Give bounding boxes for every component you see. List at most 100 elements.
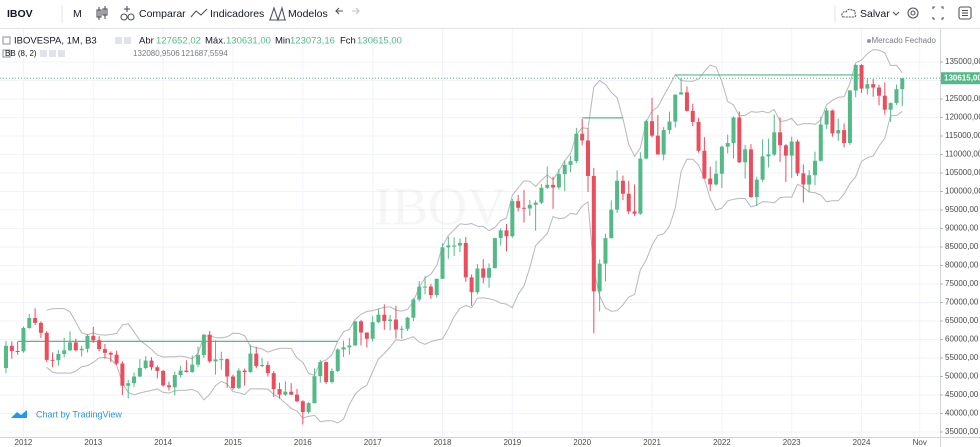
- candle-body: [62, 350, 67, 354]
- save-menu[interactable]: [892, 11, 900, 16]
- indicators-icon[interactable]: [190, 8, 208, 18]
- candle-body: [568, 161, 573, 165]
- candle-body: [696, 121, 701, 151]
- toolbar: [0, 0, 980, 28]
- candle-body: [650, 121, 655, 136]
- y-tick-label: 75000,00: [945, 279, 979, 288]
- candle-body: [760, 156, 765, 180]
- candle-body: [702, 150, 707, 179]
- chart-type-button[interactable]: [96, 6, 108, 20]
- candle-body: [865, 84, 870, 89]
- y-tick-label: 100000,00: [945, 187, 980, 196]
- candle-body: [44, 332, 49, 360]
- templates-icon[interactable]: [269, 6, 286, 22]
- candle-body: [900, 78, 905, 90]
- y-tick-label: 95000,00: [945, 205, 979, 214]
- candle-body: [789, 141, 794, 156]
- candle-body: [708, 178, 713, 185]
- candle-body: [673, 94, 678, 122]
- candle-body: [382, 314, 387, 322]
- x-tick-label: 2020: [573, 438, 591, 447]
- candle-body: [603, 238, 608, 264]
- candle-body: [766, 154, 771, 157]
- x-tick-label: 2018: [434, 438, 452, 447]
- candle-body: [411, 299, 416, 318]
- collapse-icon[interactable]: [2, 49, 11, 58]
- candle-body: [638, 158, 643, 214]
- market-status: Mercado Fechado: [872, 36, 937, 45]
- candle-body: [184, 370, 189, 373]
- candle-body: [120, 363, 125, 386]
- candle-body: [521, 207, 526, 209]
- high-label: Máx.: [205, 36, 226, 47]
- candle-body: [580, 133, 585, 141]
- x-tick-label: 2012: [15, 438, 33, 447]
- candle-body: [731, 117, 736, 144]
- candle-body: [714, 173, 719, 185]
- candle-body: [143, 360, 148, 368]
- high-value: 130631,00: [226, 36, 271, 47]
- indicator-actions[interactable]: [40, 50, 65, 57]
- collapse-icon[interactable]: [2, 36, 11, 45]
- candle-body: [679, 92, 684, 95]
- candle-body: [737, 117, 742, 163]
- candle-body: [748, 149, 753, 198]
- candle-body: [97, 340, 102, 350]
- compare-icon[interactable]: [120, 6, 135, 21]
- candle-body: [440, 247, 445, 279]
- fullscreen-button[interactable]: [932, 6, 944, 20]
- y-tick-label: 45000,00: [945, 390, 979, 399]
- indicator-value: 132080,9506: [133, 49, 180, 58]
- grid-layer: [0, 29, 940, 437]
- x-tick-label: Nov: [913, 438, 927, 447]
- interval-button[interactable]: M: [73, 8, 82, 20]
- x-tick-label: 2013: [84, 438, 102, 447]
- save-button[interactable]: Salvar: [860, 8, 890, 20]
- candle-body: [248, 353, 253, 373]
- redo-button[interactable]: [352, 7, 360, 15]
- candle-body: [161, 370, 166, 386]
- candle-body: [405, 317, 410, 329]
- y-tick-label: 120000,00: [945, 113, 980, 122]
- candle-body: [504, 230, 509, 237]
- candle-body: [230, 376, 235, 388]
- candle-body: [423, 286, 428, 288]
- candle-body: [312, 376, 317, 404]
- y-tick-label: 70000,00: [945, 298, 979, 307]
- open-value: 127652,02: [156, 36, 201, 47]
- branding-text[interactable]: Chart by TradingView: [36, 409, 122, 419]
- candle-body: [655, 135, 660, 155]
- candle-body: [487, 268, 492, 278]
- candle-body: [597, 263, 602, 292]
- candle-body: [894, 89, 899, 104]
- candle-body: [463, 242, 468, 278]
- candle-body: [661, 130, 666, 155]
- indicators-button[interactable]: Indicadores: [210, 8, 264, 20]
- candle-body: [242, 370, 247, 373]
- y-tick-label: 110000,00: [945, 150, 980, 159]
- candle-body: [586, 140, 590, 176]
- candle-body: [370, 322, 375, 339]
- candle-body: [830, 110, 835, 134]
- y-tick-label: 50000,00: [945, 372, 979, 381]
- candle-body: [254, 353, 259, 367]
- x-tick-label: 2015: [224, 438, 242, 447]
- candle-body: [33, 318, 38, 323]
- series-actions[interactable]: [115, 37, 131, 44]
- menu-button[interactable]: [958, 6, 972, 20]
- candle-body: [743, 149, 748, 163]
- candle-body: [783, 145, 788, 156]
- save-icon[interactable]: [841, 8, 857, 18]
- candle-body: [364, 332, 369, 339]
- branding[interactable]: [11, 410, 27, 418]
- bollinger-upper: [46, 49, 903, 377]
- candle-body: [393, 319, 398, 330]
- settings-button[interactable]: [907, 7, 919, 19]
- undo-button[interactable]: [335, 7, 343, 15]
- candle-body: [632, 211, 637, 214]
- symbol-button[interactable]: IBOV: [7, 8, 33, 20]
- templates-button[interactable]: Modelos: [288, 8, 328, 20]
- compare-button[interactable]: Comparar: [139, 8, 186, 20]
- candle-body: [562, 164, 567, 175]
- candle-body: [754, 179, 759, 198]
